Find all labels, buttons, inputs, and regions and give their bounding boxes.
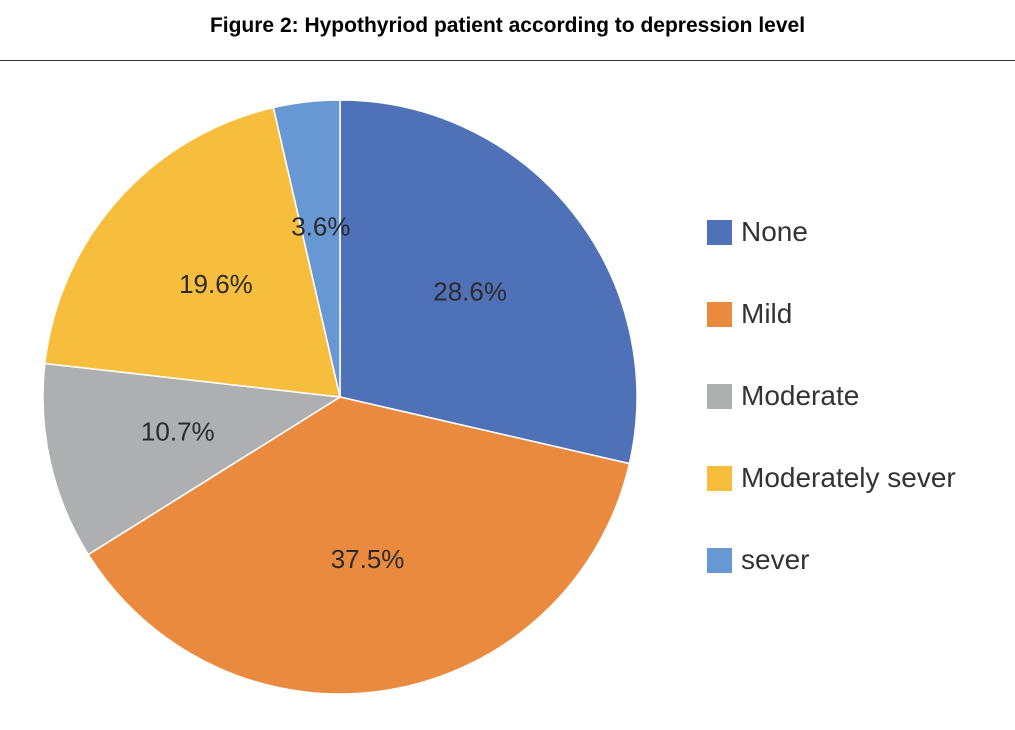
legend-label: Moderately sever [741,462,956,493]
legend-item-mild: Mild [707,298,792,329]
legend-item-moderate: Moderate [707,380,859,411]
legend-swatch [707,466,732,491]
slice-value-label: 37.5% [331,544,405,574]
pie-slice-moderately-sever [44,106,341,398]
legend-item-none: None [707,216,808,247]
title-divider [0,60,1015,61]
legend-swatch [707,548,732,573]
slice-value-label: 19.6% [179,269,253,299]
legend-swatch [707,220,732,245]
slice-value-label: 28.6% [433,276,507,306]
slice-value-label: 3.6% [291,211,350,241]
legend-label: sever [741,544,809,575]
pie-slice-sever [272,99,341,398]
legend-swatch [707,302,732,327]
legend-label: Moderate [741,380,859,411]
pie-slice-none [339,99,638,465]
figure-title: Figure 2: Hypothyriod patient according … [209,14,806,37]
legend-label: None [741,216,808,247]
legend-item-moderately-sever: Moderately sever [707,462,956,493]
legend-swatch [707,384,732,409]
legend-label: Mild [741,298,792,329]
slice-labels: 28.6% 37.5% 10.7% 19.6% 3.6% [141,211,507,574]
legend: None Mild Moderate Moderately sever sever [707,216,956,575]
pie-slice-mild [87,396,631,695]
pie-slice-moderate [42,362,343,556]
legend-item-sever: sever [707,544,809,575]
slice-value-label: 10.7% [141,417,215,447]
pie-slices [42,99,638,695]
